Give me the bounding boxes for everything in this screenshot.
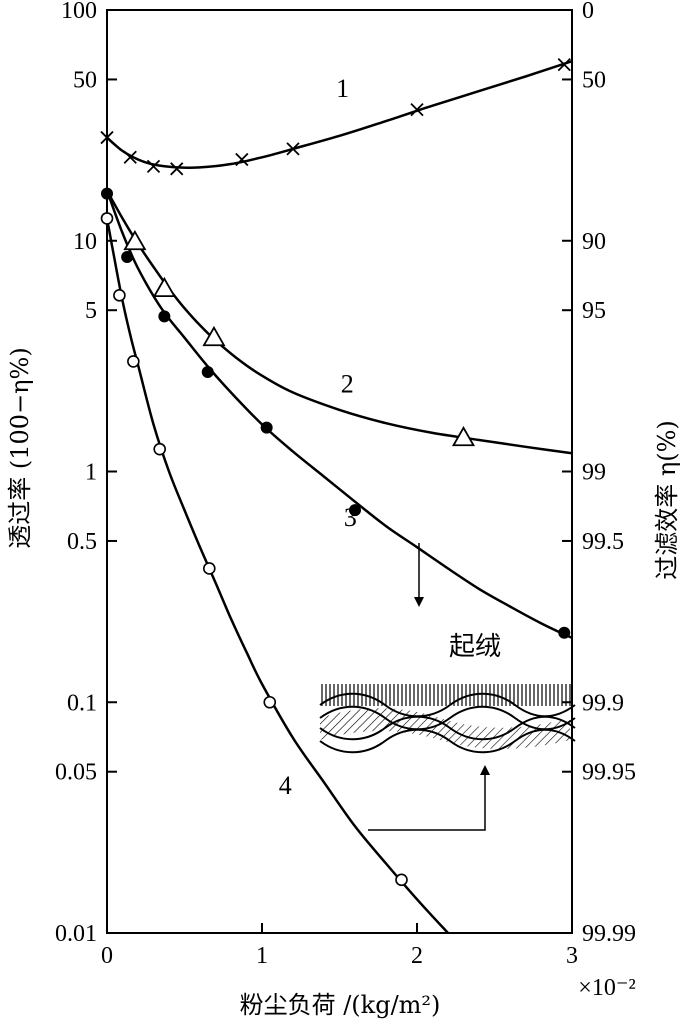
left-axis-title: 透过率 (100−η%) xyxy=(6,347,34,548)
left-tick-label: 10 xyxy=(73,229,97,255)
right-tick-label: 0 xyxy=(582,0,594,24)
left-tick-label: 5 xyxy=(85,298,97,324)
series-3-dot-marker xyxy=(158,310,171,323)
series-1-x-marker xyxy=(235,152,249,167)
fabric-warp-lower-2 xyxy=(319,728,576,754)
series-2-triangle-marker xyxy=(123,229,147,251)
x-multiplier-label: ×10⁻² xyxy=(578,975,635,1001)
series-2-triangle-marker xyxy=(451,425,476,447)
x-tick-label: 1 xyxy=(256,943,268,969)
raised-nap-label: 起绒 xyxy=(449,632,501,662)
right-tick-label: 90 xyxy=(582,229,606,255)
series-3-label: 3 xyxy=(344,503,357,532)
right-tick-label: 95 xyxy=(582,298,606,324)
fabric-warp-upper-2 xyxy=(319,705,576,731)
series-4-circle-marker xyxy=(395,873,408,887)
right-axis-ticks: 0 50 90 95 99 99.5 99.9 99.95 99.99 xyxy=(562,0,636,947)
series-curves xyxy=(105,60,573,934)
right-tick-label: 99.95 xyxy=(582,760,636,786)
series-3-dot-marker xyxy=(201,365,214,378)
series-3-dot-marker xyxy=(260,421,273,434)
right-tick-label: 99 xyxy=(582,460,606,486)
x-tick-label: 3 xyxy=(566,943,578,969)
right-tick-label: 99.99 xyxy=(582,921,636,947)
fabric-yarn-fill xyxy=(320,708,570,749)
fabric-warp-lower xyxy=(319,715,576,741)
series-1-label: 1 xyxy=(336,74,349,103)
series-2-label: 2 xyxy=(341,369,354,398)
plot-frame xyxy=(106,9,573,934)
series-1-x-marker xyxy=(100,130,114,145)
series-1-x-marker xyxy=(146,159,161,174)
series-2-triangle-marker xyxy=(202,325,226,347)
series-2-triangle-marker xyxy=(152,276,176,298)
series-1-x-marker xyxy=(123,150,137,164)
left-tick-label: 0.01 xyxy=(55,921,97,947)
series-4-line xyxy=(105,218,449,934)
series-4-circle-marker xyxy=(113,289,126,302)
series-4-circle-marker xyxy=(127,355,140,368)
x-tick-label: 2 xyxy=(411,943,423,969)
series-labels: 1 2 3 4 xyxy=(279,74,357,800)
left-tick-label: 50 xyxy=(73,67,97,93)
right-tick-label: 50 xyxy=(582,67,606,93)
series-4-circle-marker xyxy=(100,212,114,225)
series-3-dot-marker xyxy=(558,626,571,639)
left-tick-label: 100 xyxy=(61,0,97,24)
series-4-label: 4 xyxy=(279,771,292,800)
x-axis-title: 粉尘负荷 /(kg/m²) xyxy=(240,991,441,1019)
series-3-line xyxy=(105,190,573,640)
left-tick-label: 0.1 xyxy=(67,690,97,716)
left-axis-ticks: 100 50 10 5 1 0.5 0.1 0.05 0.01 xyxy=(55,0,117,947)
series-markers xyxy=(100,57,571,887)
left-tick-label: 1 xyxy=(85,460,97,486)
fabric-warp-upper xyxy=(319,692,576,718)
series-3-dot-marker xyxy=(121,251,134,264)
series-3-dot-marker xyxy=(101,187,113,200)
left-tick-label: 0.5 xyxy=(67,529,97,555)
series-4-circle-marker xyxy=(153,442,166,456)
raised-nap-fabric-diagram xyxy=(319,684,576,754)
x-axis-ticks: 0 1 2 3 xyxy=(101,923,578,969)
right-tick-label: 99.5 xyxy=(582,529,624,555)
series-1-x-marker xyxy=(286,142,300,156)
series-1-x-marker xyxy=(410,103,424,117)
series-1-line xyxy=(106,60,573,169)
series-2-line xyxy=(105,189,573,455)
left-tick-label: 0.05 xyxy=(55,760,97,786)
series-4-circle-marker xyxy=(203,562,216,575)
x-tick-label: 0 xyxy=(101,943,113,969)
series-4-circle-marker xyxy=(263,695,277,709)
nap-fibers xyxy=(321,684,571,706)
right-tick-label: 99.9 xyxy=(582,690,624,716)
series-1-x-marker xyxy=(170,162,184,176)
curve4-pointer-arrow xyxy=(368,765,490,831)
series-3-dot-marker xyxy=(349,504,361,517)
series-1-x-marker xyxy=(557,57,571,72)
right-axis-title: 过滤效率 η(%) xyxy=(653,420,681,580)
